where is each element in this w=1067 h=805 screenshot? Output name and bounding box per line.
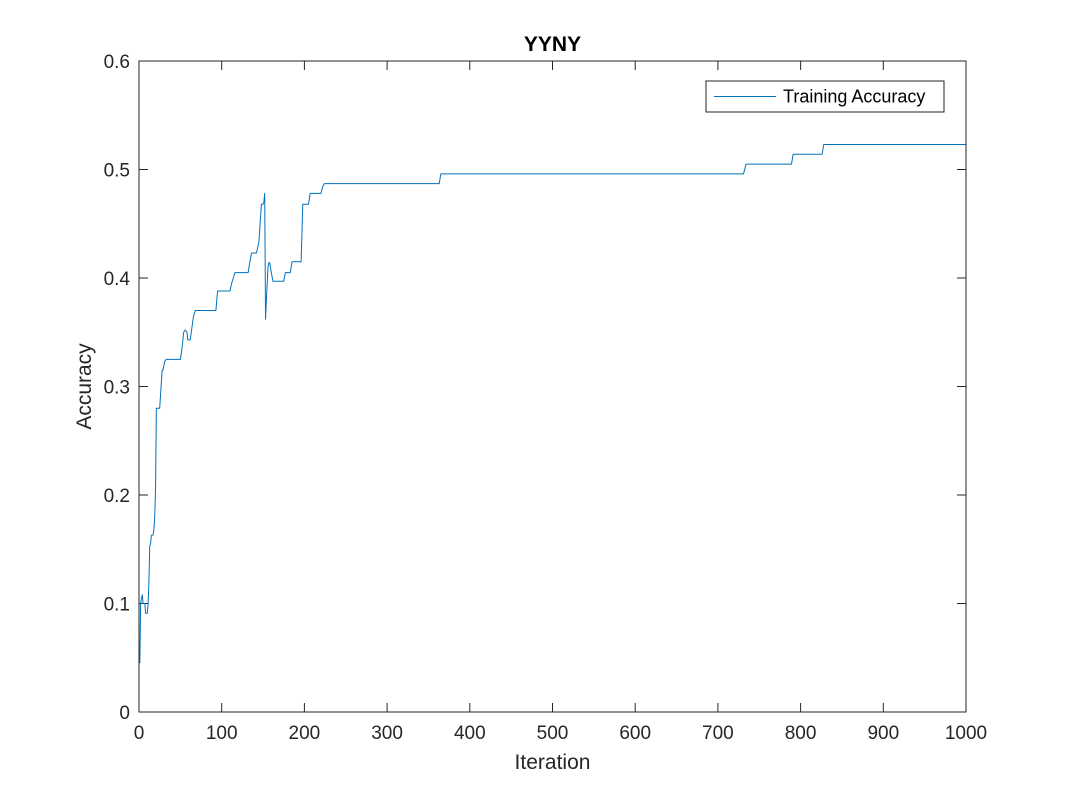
x-tick-label: 200 xyxy=(289,723,321,744)
x-tick-labels: 0 100 200 300 400 500 600 700 800 900 1000 xyxy=(134,723,987,744)
legend-entry-label: Training Accuracy xyxy=(783,87,925,107)
y-tick-label: 0 xyxy=(119,703,130,724)
x-tick-label: 900 xyxy=(867,723,899,744)
plot-area xyxy=(139,61,966,712)
x-tick-label: 300 xyxy=(371,723,403,744)
y-tick-label: 0.2 xyxy=(104,486,130,507)
y-axis-label: Accuracy xyxy=(73,343,96,430)
plot-frame xyxy=(138,60,967,713)
x-tick-label: 800 xyxy=(785,723,817,744)
y-tick-label: 0.5 xyxy=(104,161,130,182)
y-tick-label: 0.3 xyxy=(104,378,130,399)
series-layer xyxy=(139,144,966,664)
x-axis-label: Iteration xyxy=(515,751,591,774)
x-tick-label: 400 xyxy=(454,723,486,744)
x-tick-label: 700 xyxy=(702,723,734,744)
legend: Training Accuracy xyxy=(705,80,945,113)
x-tick-label: 1000 xyxy=(945,723,987,744)
series-line xyxy=(139,144,966,664)
y-tick-labels: 0 0.1 0.2 0.3 0.4 0.5 0.6 xyxy=(104,52,131,724)
chart-title: YYNY xyxy=(524,33,581,56)
y-tick-label: 0.1 xyxy=(104,595,130,616)
x-tick-label: 600 xyxy=(619,723,651,744)
x-tick-label: 100 xyxy=(206,723,238,744)
y-tick-label: 0.4 xyxy=(104,269,131,290)
x-tick-label: 500 xyxy=(537,723,569,744)
y-tick-label: 0.6 xyxy=(104,52,130,73)
x-tick-label: 0 xyxy=(134,723,145,744)
